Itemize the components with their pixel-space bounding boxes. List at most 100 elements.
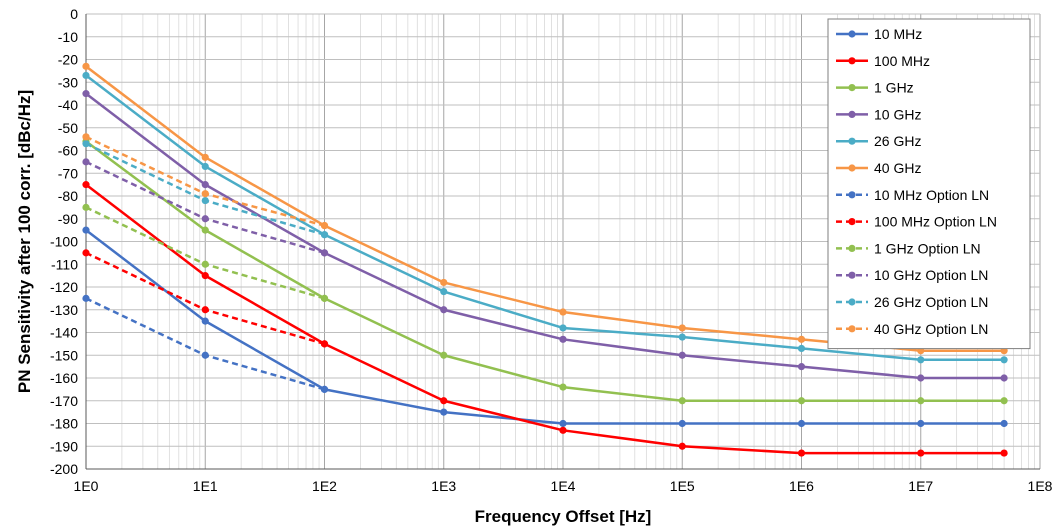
legend-swatch-marker [848,271,856,279]
data-point [201,196,209,205]
data-point [82,133,90,141]
data-point [797,397,806,405]
y-tick-label: -80 [58,188,78,204]
data-point [917,374,925,382]
legend-swatch-marker [848,57,856,65]
y-tick-label: -160 [50,370,78,386]
legend-label: 1 GHz [874,80,914,96]
data-point [320,249,329,257]
series-group [82,203,329,302]
data-point [559,383,567,391]
y-tick-label: -200 [50,461,78,477]
x-tick-label: 1E7 [908,478,933,494]
legend-swatch-marker [848,30,856,38]
legend-swatch-marker [848,325,856,333]
legend-swatch-marker [848,191,856,199]
data-point [82,249,90,257]
data-point [678,333,686,341]
series-group [82,181,1008,457]
legend-swatch-marker [848,110,856,118]
legend-label: 26 GHz Option LN [874,294,988,310]
y-tick-label: -190 [50,438,78,454]
data-point [678,351,686,359]
x-tick-label: 1E0 [74,478,99,494]
data-point [1000,449,1008,457]
data-point [440,408,448,416]
legend-label: 10 MHz [874,26,922,42]
y-tick-label: -40 [58,97,78,113]
legend-label: 26 GHz [874,133,921,149]
legend-swatch-marker [848,244,856,252]
y-tick-label: 0 [70,6,78,22]
data-point [82,181,90,189]
legend-label: 100 MHz [874,53,930,69]
tick-labels: 1E0 1E1 1E2 1E3 1E4 1E5 1E6 1E7 1E8 0 -10 -20 -30 -40… [50,6,1053,494]
data-point [1000,419,1008,428]
data-point [82,226,90,234]
data-point [678,419,686,428]
data-point [559,324,567,332]
y-tick-label: -50 [58,120,78,136]
data-point [797,449,806,457]
data-point [201,306,209,314]
y-tick-label: -90 [58,211,78,227]
data-point [559,308,567,316]
x-tick-label: 1E8 [1028,478,1053,494]
data-point [320,294,329,302]
data-point [917,419,925,428]
data-point [201,181,209,189]
series-group [82,158,329,257]
data-point [201,260,209,268]
legend-label: 10 GHz [874,106,921,122]
data-point [440,306,448,314]
data-point [559,335,567,343]
y-axis-title: PN Sensitivity after 100 corr. [dBc/Hz] [15,90,34,393]
series-layer [82,62,1008,457]
x-tick-label: 1E4 [551,478,576,494]
legend-label: 10 GHz Option LN [874,267,988,283]
y-tick-label: -70 [58,165,78,181]
data-point [201,162,209,171]
data-point [678,442,686,450]
data-point [1000,356,1008,364]
y-tick-label: -100 [50,234,78,250]
data-point [82,140,90,148]
data-point [678,324,686,332]
series-group [82,294,329,393]
data-point [440,287,448,296]
data-point [440,397,448,405]
y-tick-label: -110 [51,256,78,272]
y-tick-label: -10 [58,29,78,45]
x-axis-title: Frequency Offset [Hz] [475,507,652,526]
data-point [201,215,209,223]
data-point [320,340,329,348]
series-group [82,133,329,230]
data-point [82,90,90,98]
data-point [201,153,209,161]
legend-swatch-marker [848,298,856,306]
data-point [559,426,567,434]
data-point [201,226,209,234]
legend-swatch-marker [848,218,856,226]
y-tick-label: -30 [58,74,78,90]
data-point [201,351,209,359]
x-tick-label: 1E1 [193,478,218,494]
legend-swatch-marker [848,84,856,92]
data-point [1000,397,1008,405]
legend-label: 10 MHz Option LN [874,187,989,203]
legend-label: 40 GHz Option LN [874,321,988,337]
data-point [917,397,925,405]
y-tick-label: -120 [50,279,78,295]
data-point [678,397,686,405]
data-point [917,449,925,457]
data-point [320,231,329,239]
x-tick-label: 1E6 [789,478,814,494]
data-point [440,278,448,287]
data-point [201,190,209,198]
axes [85,14,1040,470]
y-tick-label: -20 [58,52,78,68]
y-tick-label: -180 [50,416,78,432]
legend-swatch-marker [848,137,856,145]
data-point [82,294,90,302]
